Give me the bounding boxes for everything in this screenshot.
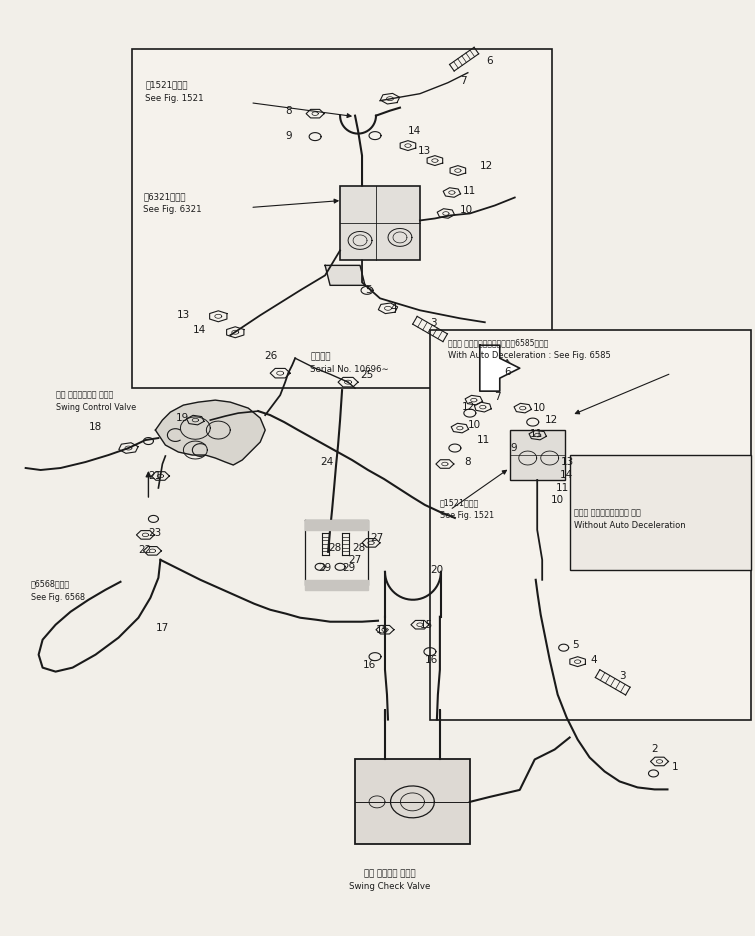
Text: 23: 23 <box>149 528 162 538</box>
Text: 9: 9 <box>510 443 517 453</box>
Text: 4: 4 <box>390 303 396 314</box>
Text: 22: 22 <box>138 545 152 555</box>
Text: 15: 15 <box>420 620 433 630</box>
Text: 第1521図参照: 第1521図参照 <box>146 80 188 90</box>
Text: Serial No. 10696∼: Serial No. 10696∼ <box>310 365 389 374</box>
Text: 16: 16 <box>363 660 376 669</box>
Text: See Fig. 6321: See Fig. 6321 <box>143 206 202 214</box>
Text: See Fig. 1521: See Fig. 1521 <box>146 94 204 103</box>
Text: 14: 14 <box>408 125 421 136</box>
Text: 12: 12 <box>462 402 475 412</box>
Text: 15: 15 <box>376 624 390 635</box>
Text: 3: 3 <box>620 670 626 680</box>
Text: 2: 2 <box>652 744 658 754</box>
Text: 29: 29 <box>342 563 356 573</box>
Text: 13: 13 <box>177 310 190 320</box>
Text: 10: 10 <box>550 495 564 505</box>
Text: 27: 27 <box>370 533 384 543</box>
Text: 24: 24 <box>320 457 334 467</box>
Text: 28: 28 <box>352 543 365 553</box>
Text: 第6321図参照: 第6321図参照 <box>143 193 186 201</box>
Text: 12: 12 <box>480 161 493 170</box>
FancyBboxPatch shape <box>132 49 552 388</box>
Text: 6: 6 <box>485 56 492 66</box>
Text: With Auto Deceleration : See Fig. 6585: With Auto Deceleration : See Fig. 6585 <box>448 351 611 360</box>
Text: 11: 11 <box>463 185 476 196</box>
Text: 17: 17 <box>156 622 168 633</box>
Text: Without Auto Deceleration: Without Auto Deceleration <box>574 521 686 530</box>
Polygon shape <box>325 266 365 285</box>
FancyBboxPatch shape <box>340 185 420 260</box>
Text: 6: 6 <box>504 367 510 377</box>
Text: 14: 14 <box>559 470 573 480</box>
Text: 8: 8 <box>464 457 470 467</box>
Text: 25: 25 <box>360 370 373 380</box>
Text: See Fig. 6568: See Fig. 6568 <box>31 592 85 602</box>
Text: 第1521図参照: 第1521図参照 <box>440 498 479 507</box>
Text: 27: 27 <box>348 555 362 564</box>
Text: 11: 11 <box>530 429 543 439</box>
Text: 10: 10 <box>460 206 473 215</box>
FancyBboxPatch shape <box>430 330 751 720</box>
Text: 9: 9 <box>285 131 291 140</box>
Text: 28: 28 <box>328 543 341 553</box>
Text: 適用号機: 適用号機 <box>310 352 331 361</box>
Text: 第6568図参照: 第6568図参照 <box>31 579 69 589</box>
Text: 13: 13 <box>418 146 431 155</box>
Text: 1: 1 <box>671 763 678 772</box>
Text: 4: 4 <box>590 654 597 665</box>
Text: 8: 8 <box>285 106 291 116</box>
FancyBboxPatch shape <box>569 455 751 570</box>
Text: 19: 19 <box>175 413 189 423</box>
Text: 7: 7 <box>494 392 501 402</box>
Text: 21: 21 <box>149 471 162 481</box>
FancyBboxPatch shape <box>510 430 565 480</box>
Text: 12: 12 <box>544 415 558 425</box>
Text: 20: 20 <box>430 564 443 575</box>
Text: 5: 5 <box>572 639 579 650</box>
Text: 18: 18 <box>88 422 102 432</box>
Text: 29: 29 <box>318 563 331 573</box>
Text: 10: 10 <box>468 420 481 430</box>
Text: Swing Control Valve: Swing Control Valve <box>56 403 136 412</box>
FancyBboxPatch shape <box>355 759 470 844</box>
Text: 11: 11 <box>477 435 490 445</box>
Text: オート デセラレーション付は第6585図参照: オート デセラレーション付は第6585図参照 <box>448 338 548 347</box>
Text: 26: 26 <box>264 351 277 361</box>
Polygon shape <box>156 400 265 465</box>
Text: 14: 14 <box>193 325 205 335</box>
Text: 10: 10 <box>533 403 546 413</box>
Polygon shape <box>305 519 368 530</box>
Text: Swing Check Valve: Swing Check Valve <box>350 883 430 891</box>
Text: 7: 7 <box>460 76 467 86</box>
Text: See Fig. 1521: See Fig. 1521 <box>440 511 494 519</box>
Polygon shape <box>305 579 368 590</box>
Text: 13: 13 <box>561 457 574 467</box>
Text: オート デセラレーション 無し: オート デセラレーション 無し <box>574 508 640 517</box>
Text: 5: 5 <box>365 285 371 296</box>
Text: 旋回 コントロール バルブ: 旋回 コントロール バルブ <box>56 390 112 399</box>
Text: 旋回 チェック バルブ: 旋回 チェック バルブ <box>364 870 416 878</box>
Text: 16: 16 <box>425 654 438 665</box>
Polygon shape <box>480 345 519 391</box>
Text: 3: 3 <box>430 318 436 329</box>
Text: 11: 11 <box>556 483 569 493</box>
